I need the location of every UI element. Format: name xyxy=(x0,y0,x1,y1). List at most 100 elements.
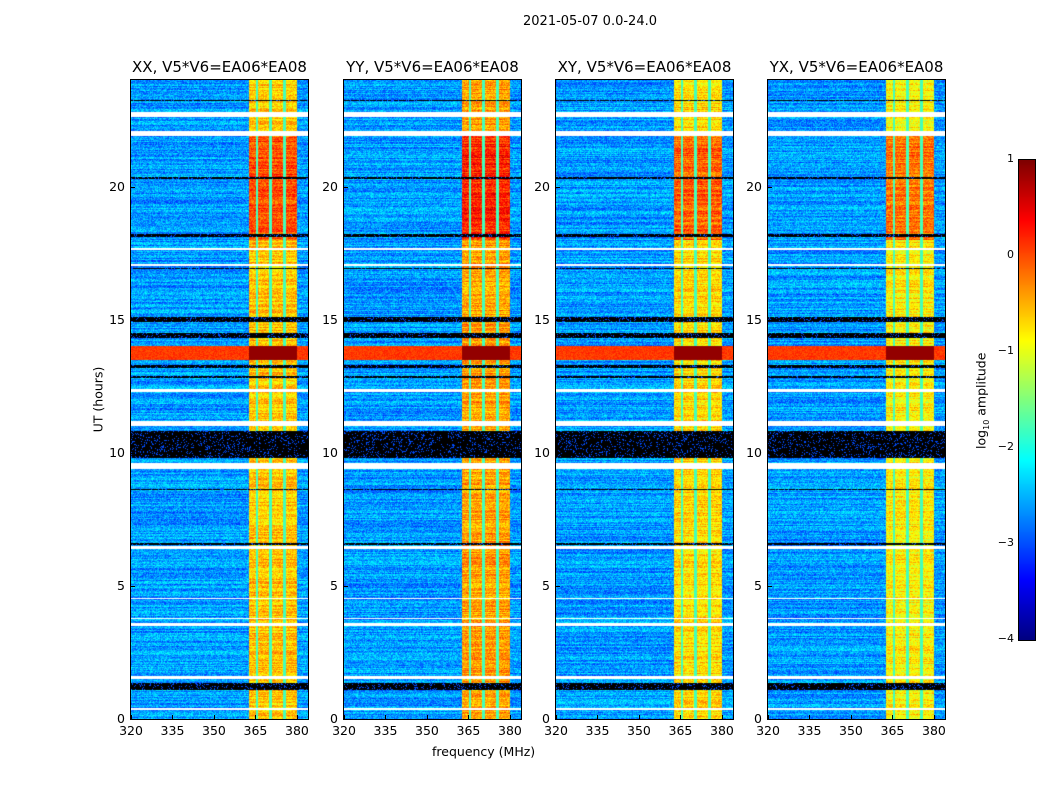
x-tick-label: 320 xyxy=(544,723,568,738)
y-tick-label: 0 xyxy=(117,711,125,726)
y-axis-label: UT (hours) xyxy=(90,366,106,433)
y-tick-label: 20 xyxy=(534,178,550,194)
y-tick-mark xyxy=(768,452,772,454)
colorbar-label: log10 amplitude xyxy=(973,331,991,471)
x-tick-mark xyxy=(680,715,682,719)
panel-title: XY, V5*V6=EA06*EA08 xyxy=(557,58,732,76)
y-tick-label: 20 xyxy=(746,178,762,194)
y-tick-mark xyxy=(344,585,348,587)
x-tick-mark xyxy=(809,715,811,719)
y-tick-label: 20 xyxy=(322,178,338,194)
y-tick-mark xyxy=(344,452,348,454)
colorbar-tick-label: 1 xyxy=(1007,152,1014,165)
x-tick-mark xyxy=(213,715,215,719)
y-tick-mark xyxy=(131,186,135,188)
x-tick-label: 335 xyxy=(373,723,398,738)
y-tick-label: 10 xyxy=(322,444,338,460)
y-tick-label: 15 xyxy=(746,311,762,327)
heatmap-panel-yx xyxy=(767,79,946,720)
y-tick-mark xyxy=(131,585,135,587)
figure-title: 2021-05-07 0.0-24.0 xyxy=(523,14,657,29)
y-tick-label: 5 xyxy=(542,577,550,593)
x-tick-mark xyxy=(255,715,257,719)
heatmap-cells xyxy=(556,80,733,719)
y-tick-mark xyxy=(556,585,560,587)
x-tick-mark xyxy=(556,715,557,719)
x-tick-label: 365 xyxy=(880,723,905,738)
x-tick-label: 350 xyxy=(839,723,863,738)
x-tick-mark xyxy=(296,715,298,719)
x-tick-mark xyxy=(768,715,769,719)
x-tick-mark xyxy=(597,715,599,719)
y-tick-label: 15 xyxy=(109,311,125,327)
y-tick-label: 0 xyxy=(754,711,762,726)
panel-title: YX, V5*V6=EA06*EA08 xyxy=(769,58,944,76)
x-tick-label: 350 xyxy=(627,723,651,738)
y-tick-mark xyxy=(344,719,348,720)
y-tick-mark xyxy=(556,452,560,454)
x-axis-label: frequency (MHz) xyxy=(432,744,536,759)
x-tick-label: 380 xyxy=(710,723,734,738)
y-tick-mark xyxy=(556,186,560,188)
colorbar-label-sub: 10 xyxy=(981,419,991,430)
y-tick-label: 5 xyxy=(330,577,338,593)
x-tick-mark xyxy=(721,715,723,719)
colorbar-label-rest: amplitude xyxy=(973,352,989,420)
x-tick-mark xyxy=(468,715,470,719)
heatmap-panel-yy xyxy=(343,79,522,720)
x-tick-label: 365 xyxy=(668,723,693,738)
y-tick-label: 0 xyxy=(330,711,338,726)
x-tick-mark xyxy=(385,715,387,719)
x-tick-label: 335 xyxy=(585,723,610,738)
colorbar-gradient xyxy=(1019,160,1035,640)
y-tick-mark xyxy=(131,719,135,720)
y-tick-label: 15 xyxy=(534,311,550,327)
heatmap-cells xyxy=(131,80,308,719)
x-tick-label: 320 xyxy=(119,723,143,738)
y-tick-mark xyxy=(556,319,560,321)
heatmap-panel-xx xyxy=(130,79,309,720)
x-tick-mark xyxy=(131,715,132,719)
x-tick-label: 380 xyxy=(285,723,309,738)
y-tick-mark xyxy=(556,719,560,720)
y-tick-mark xyxy=(768,186,772,188)
y-tick-label: 5 xyxy=(117,577,125,593)
x-tick-label: 365 xyxy=(456,723,481,738)
y-tick-mark xyxy=(768,719,772,720)
x-tick-label: 380 xyxy=(498,723,522,738)
heatmap-panel-xy xyxy=(555,79,734,720)
colorbar-tick-label: −3 xyxy=(997,536,1014,549)
colorbar xyxy=(1018,159,1036,641)
y-tick-label: 20 xyxy=(109,178,125,194)
x-tick-mark xyxy=(850,715,852,719)
y-tick-mark xyxy=(344,319,348,321)
heatmap-cells xyxy=(768,80,945,719)
x-tick-label: 335 xyxy=(160,723,185,738)
x-tick-mark xyxy=(426,715,428,719)
colorbar-tick-label: −2 xyxy=(997,440,1014,453)
x-tick-mark xyxy=(638,715,640,719)
y-tick-label: 15 xyxy=(322,311,338,327)
y-tick-mark xyxy=(344,186,348,188)
y-tick-mark xyxy=(131,319,135,321)
y-tick-mark xyxy=(768,585,772,587)
y-tick-label: 5 xyxy=(754,577,762,593)
x-tick-label: 380 xyxy=(922,723,946,738)
x-tick-mark xyxy=(344,715,345,719)
x-tick-mark xyxy=(509,715,511,719)
y-tick-label: 10 xyxy=(534,444,550,460)
colorbar-tick-label: 0 xyxy=(1007,248,1014,261)
colorbar-label-main: log xyxy=(973,429,989,449)
x-tick-label: 335 xyxy=(797,723,822,738)
y-tick-mark xyxy=(131,452,135,454)
y-tick-mark xyxy=(768,319,772,321)
panel-title: YY, V5*V6=EA06*EA08 xyxy=(346,58,519,76)
x-tick-label: 320 xyxy=(332,723,356,738)
y-tick-label: 10 xyxy=(109,444,125,460)
x-tick-mark xyxy=(892,715,894,719)
colorbar-tick-label: −4 xyxy=(997,632,1014,645)
y-tick-label: 10 xyxy=(746,444,762,460)
y-tick-label: 0 xyxy=(542,711,550,726)
x-tick-mark xyxy=(172,715,174,719)
heatmap-cells xyxy=(344,80,521,719)
